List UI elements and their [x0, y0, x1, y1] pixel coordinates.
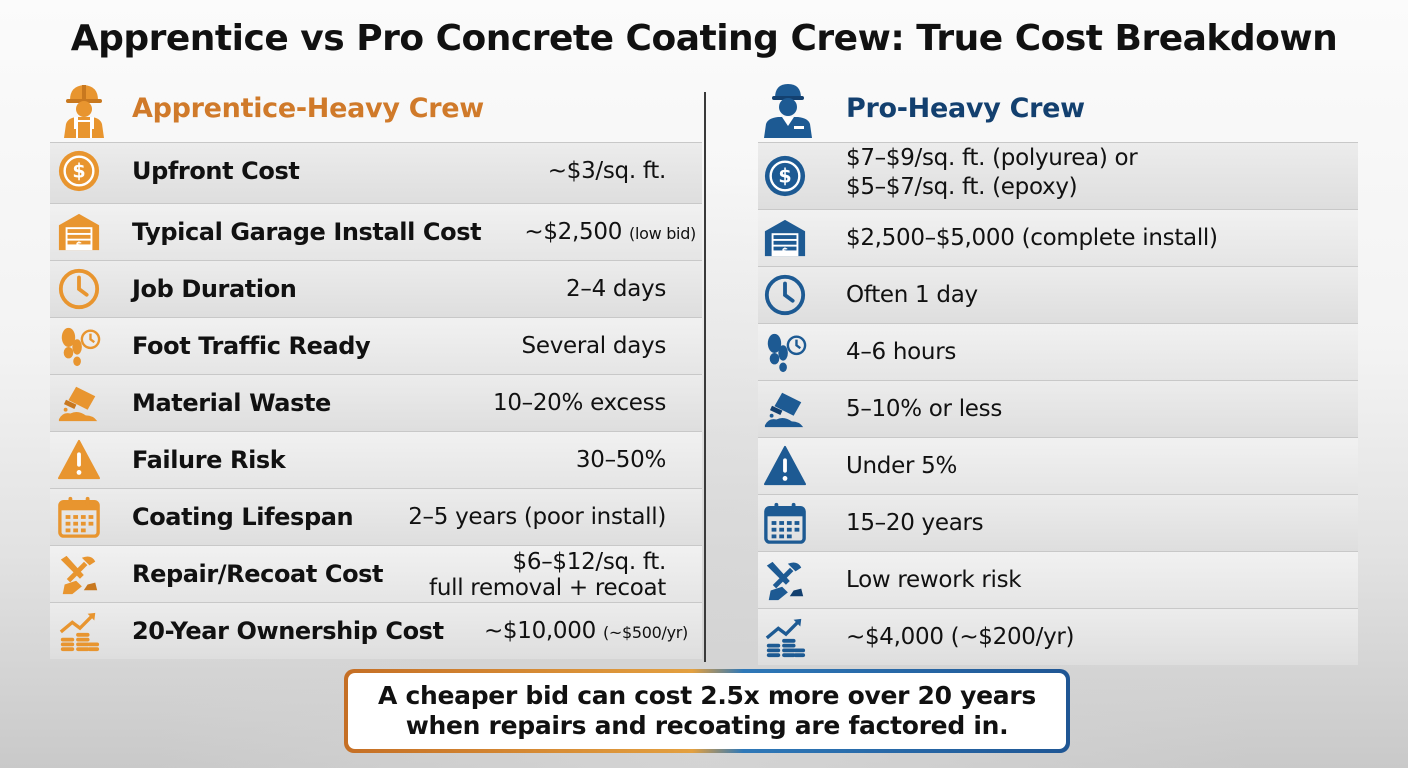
- garage-icon: $: [762, 215, 808, 261]
- row-value-group: $7–$9/sq. ft. (polyurea) or $5–$7/sq. ft.…: [846, 144, 1138, 202]
- row-label: Material Waste: [132, 389, 331, 417]
- svg-text:$: $: [76, 240, 83, 251]
- row-value: 10–20% excess: [492, 390, 666, 416]
- row-value: 4–6 hours: [846, 339, 957, 365]
- paint-spill-icon: [56, 380, 102, 426]
- pro-row-foot-traffic: 4–6 hours: [758, 323, 1358, 380]
- row-value: 2–5 years (poor install): [408, 504, 666, 530]
- row-value: ~$3/sq. ft.: [547, 158, 667, 184]
- row-label: Coating Lifespan: [132, 503, 354, 531]
- repair-tools-icon: [762, 557, 808, 603]
- row-value: 15–20 years: [846, 510, 984, 536]
- svg-text:$: $: [778, 165, 791, 188]
- garage-icon: $: [56, 209, 102, 255]
- row-value: 5–10% or less: [846, 396, 1003, 422]
- row-value: 2–4 days: [566, 276, 666, 302]
- row-note: (~$500/yr): [602, 623, 688, 642]
- row-label: Foot Traffic Ready: [132, 332, 371, 360]
- pro-rows: $ $7–$9/sq. ft. (polyurea) or $5–$7/sq. f…: [758, 142, 1358, 665]
- row-value-detail: full removal + recoat: [429, 575, 666, 601]
- row-label: Failure Risk: [132, 446, 286, 474]
- pro-row-repair-cost: Low rework risk: [758, 551, 1358, 608]
- row-value-group: ~$2,500 (low bid): [524, 204, 696, 262]
- pro-column: Pro-Heavy Crew $ $7–$9/sq. ft. (polyurea…: [758, 78, 1358, 665]
- apprentice-row-upfront-cost: $ Upfront Cost ~$3/sq. ft.: [50, 142, 702, 203]
- apprentice-row-foot-traffic: Foot Traffic Ready Several days: [50, 317, 702, 374]
- callout-line-2: when repairs and recoating are factored …: [405, 711, 1009, 740]
- warning-icon: [762, 443, 808, 489]
- pro-row-failure-risk: Under 5%: [758, 437, 1358, 494]
- worker-hardhat-icon: [56, 80, 112, 138]
- row-value: ~$4,000 (~$200/yr): [846, 624, 1075, 650]
- summary-callout: A cheaper bid can cost 2.5x more over 20…: [344, 669, 1070, 753]
- dollar-coin-icon: $: [762, 153, 808, 199]
- row-value: Under 5%: [846, 453, 958, 479]
- row-value: ~$2,500: [524, 219, 623, 245]
- pro-row-material-waste: 5–10% or less: [758, 380, 1358, 437]
- row-value: $2,500–$5,000 (complete install): [846, 225, 1218, 251]
- apprentice-header: Apprentice-Heavy Crew: [50, 78, 702, 142]
- footprint-clock-icon: [762, 329, 808, 375]
- apprentice-column: Apprentice-Heavy Crew $ Upfront Cost ~$3…: [50, 78, 702, 659]
- pro-heading: Pro-Heavy Crew: [846, 93, 1085, 124]
- row-value: Low rework risk: [846, 567, 1022, 593]
- row-label: Job Duration: [132, 275, 297, 303]
- paint-spill-icon: [762, 386, 808, 432]
- pro-row-upfront-cost: $ $7–$9/sq. ft. (polyurea) or $5–$7/sq. f…: [758, 142, 1358, 209]
- row-value: Several days: [521, 333, 667, 359]
- calendar-icon: [762, 500, 808, 546]
- row-label: Typical Garage Install Cost: [132, 218, 482, 246]
- row-value-group: $6–$12/sq. ft. full removal + recoat: [429, 549, 666, 601]
- apprentice-row-repair-cost: Repair/Recoat Cost $6–$12/sq. ft. full re…: [50, 545, 702, 602]
- apprentice-row-ownership-cost: 20-Year Ownership Cost ~$10,000 (~$500/y…: [50, 602, 702, 659]
- pro-row-lifespan: 15–20 years: [758, 494, 1358, 551]
- apprentice-row-job-duration: Job Duration 2–4 days: [50, 260, 702, 317]
- row-value: 30–50%: [575, 447, 666, 473]
- callout-line-1: A cheaper bid can cost 2.5x more over 20…: [378, 681, 1036, 710]
- pro-row-ownership-cost: ~$4,000 (~$200/yr): [758, 608, 1358, 665]
- warning-icon: [56, 437, 102, 483]
- calendar-icon: [56, 494, 102, 540]
- page-title: Apprentice vs Pro Concrete Coating Crew:…: [70, 18, 1338, 59]
- row-value-group: ~$10,000 (~$500/yr): [484, 603, 688, 661]
- row-value: $6–$12/sq. ft.: [512, 549, 667, 575]
- repair-tools-icon: [56, 551, 102, 597]
- pro-row-garage-install: $ $2,500–$5,000 (complete install): [758, 209, 1358, 266]
- svg-text:$: $: [782, 246, 789, 257]
- apprentice-row-lifespan: Coating Lifespan 2–5 years (poor install…: [50, 488, 702, 545]
- apprentice-rows: $ Upfront Cost ~$3/sq. ft. $ Typical Gar…: [50, 142, 702, 659]
- apprentice-heading: Apprentice-Heavy Crew: [132, 93, 484, 124]
- pro-worker-icon: [758, 80, 814, 138]
- clock-icon: [762, 272, 808, 318]
- row-label: 20-Year Ownership Cost: [132, 617, 444, 645]
- dollar-coin-icon: $: [56, 148, 102, 194]
- clock-icon: [56, 266, 102, 312]
- coins-growth-icon: [762, 614, 808, 660]
- row-value: Often 1 day: [846, 282, 978, 308]
- apprentice-row-material-waste: Material Waste 10–20% excess: [50, 374, 702, 431]
- apprentice-row-failure-risk: Failure Risk 30–50%: [50, 431, 702, 488]
- footprint-clock-icon: [56, 323, 102, 369]
- column-divider: [704, 92, 706, 662]
- row-label: Upfront Cost: [132, 157, 300, 185]
- row-value-detail: $5–$7/sq. ft. (epoxy): [846, 174, 1078, 200]
- pro-row-job-duration: Often 1 day: [758, 266, 1358, 323]
- coins-growth-icon: [56, 608, 102, 654]
- row-note: (low bid): [629, 224, 696, 243]
- row-value: $7–$9/sq. ft. (polyurea) or: [846, 145, 1138, 171]
- apprentice-row-garage-install: $ Typical Garage Install Cost ~$2,500 (l…: [50, 203, 702, 260]
- summary-callout-body: A cheaper bid can cost 2.5x more over 20…: [348, 673, 1066, 749]
- svg-text:$: $: [72, 160, 85, 183]
- pro-header: Pro-Heavy Crew: [758, 78, 1358, 142]
- row-value: ~$10,000: [483, 618, 596, 644]
- row-label: Repair/Recoat Cost: [132, 560, 384, 588]
